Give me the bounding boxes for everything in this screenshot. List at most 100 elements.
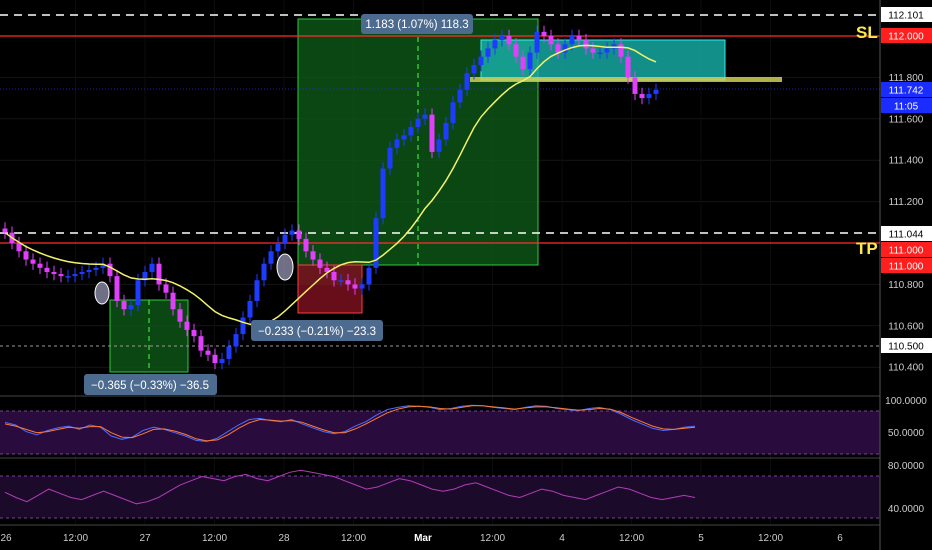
time-tick-0: 26	[0, 533, 12, 544]
osc-axis-low: 40.0000	[888, 504, 925, 515]
candle-body-67	[472, 65, 477, 73]
time-tick-3: 12:00	[202, 533, 227, 544]
candle-body-39	[276, 243, 281, 251]
candle-body-27	[192, 330, 197, 336]
rsi-band	[0, 411, 880, 454]
candle-body-32	[227, 347, 232, 359]
candle-body-56	[395, 140, 400, 148]
candle-body-7	[52, 272, 57, 274]
candle-body-40	[283, 235, 288, 243]
candle-body-75	[528, 53, 533, 70]
candle-body-81	[570, 36, 575, 44]
measure-label-mid: −0.233 (−0.21%) −23.3	[251, 320, 383, 341]
candle-body-15	[108, 264, 113, 276]
sl-label: SL	[856, 23, 878, 42]
time-tick-8: 4	[559, 533, 565, 544]
candle-body-31	[220, 359, 225, 363]
candle-body-38	[269, 251, 274, 263]
measure-label-small: −0.365 (−0.33%) −36.5	[84, 374, 217, 395]
measure-small-text: −0.365 (−0.33%) −36.5	[91, 380, 209, 392]
candle-body-62	[437, 140, 442, 152]
candle-body-65	[458, 90, 463, 102]
candle-body-8	[59, 274, 64, 276]
candle-body-51	[360, 284, 365, 288]
candle-body-37	[262, 264, 267, 281]
candle-body-11	[80, 272, 85, 274]
measure-big-text: 1.183 (1.07%) 118.3	[365, 19, 468, 31]
price-tick-6: 111.200	[889, 197, 924, 208]
candle-body-83	[584, 40, 589, 48]
candle-body-73	[514, 44, 519, 56]
candle-body-36	[255, 280, 260, 301]
candle-body-61	[430, 115, 435, 152]
candle-body-43	[304, 239, 309, 251]
measure-mid-text: −0.233 (−0.21%) −23.3	[258, 326, 376, 338]
badge-top-dashed: 112.101	[888, 11, 924, 22]
candle-body-77	[542, 32, 547, 36]
candle-body-82	[577, 36, 582, 40]
marker-circle-2[interactable]	[277, 254, 293, 280]
candle-body-35	[248, 301, 253, 318]
candle-body-63	[444, 123, 449, 140]
tp-label: TP	[856, 239, 878, 258]
badge-countdown: 11:05	[894, 102, 919, 113]
marker-circle-1[interactable]	[95, 282, 109, 304]
candle-body-17	[122, 301, 127, 309]
candle-body-21	[150, 264, 155, 272]
candle-body-33	[234, 334, 239, 346]
candle-body-24	[171, 293, 176, 310]
candle-body-90	[633, 77, 638, 94]
time-tick-12: 6	[837, 533, 843, 544]
candle-body-84	[591, 48, 596, 52]
candle-body-70	[493, 40, 498, 48]
candle-body-34	[241, 318, 246, 335]
badge-tp-2: 111.000	[889, 262, 924, 273]
candle-body-78	[549, 36, 554, 44]
candle-body-92	[647, 94, 652, 98]
candle-body-23	[164, 284, 169, 292]
candle-body-71	[500, 36, 505, 40]
candle-body-89	[626, 57, 631, 78]
candle-body-12	[87, 270, 92, 272]
candle-body-60	[423, 115, 428, 119]
candle-body-28	[199, 336, 204, 350]
candle-body-59	[416, 119, 421, 127]
price-tick-5: 111.400	[889, 156, 924, 167]
candle-body-69	[486, 48, 491, 56]
time-tick-5: 12:00	[341, 533, 366, 544]
candle-body-16	[115, 276, 120, 301]
candle-body-85	[598, 53, 603, 55]
price-tick-4: 111.600	[889, 114, 924, 125]
candle-body-79	[556, 44, 561, 52]
price-tick-9: 110.800	[888, 280, 924, 291]
candle-body-26	[185, 322, 190, 330]
short-entry-bar[interactable]	[470, 77, 782, 82]
time-tick-7: 12:00	[480, 533, 505, 544]
candle-body-93	[654, 90, 659, 94]
candle-body-86	[605, 48, 610, 52]
badge-lower-dashed: 110.500	[888, 342, 924, 353]
candle-body-42	[297, 231, 302, 239]
candle-body-55	[388, 148, 393, 169]
time-tick-11: 12:00	[758, 533, 783, 544]
candle-body-91	[640, 94, 645, 98]
candle-body-48	[339, 280, 344, 282]
candle-body-10	[73, 274, 78, 276]
price-tick-12: 110.400	[888, 363, 924, 374]
rsi-panel	[0, 405, 880, 454]
candle-body-25	[178, 309, 183, 321]
price-tick-10: 110.600	[888, 321, 924, 332]
candle-body-64	[451, 102, 456, 123]
candle-body-49	[346, 280, 351, 284]
measure-label-big: 1.183 (1.07%) 118.3	[361, 14, 473, 34]
candle-body-44	[311, 251, 316, 259]
badge-current: 111.742	[889, 86, 924, 97]
candle-body-45	[318, 260, 323, 268]
time-tick-6: Mar	[414, 533, 432, 544]
candle-body-29	[206, 351, 211, 355]
candle-body-13	[94, 268, 99, 270]
badge-tp-dashed: 111.044	[889, 230, 924, 241]
candle-body-52	[367, 268, 372, 285]
candle-body-76	[535, 32, 540, 53]
